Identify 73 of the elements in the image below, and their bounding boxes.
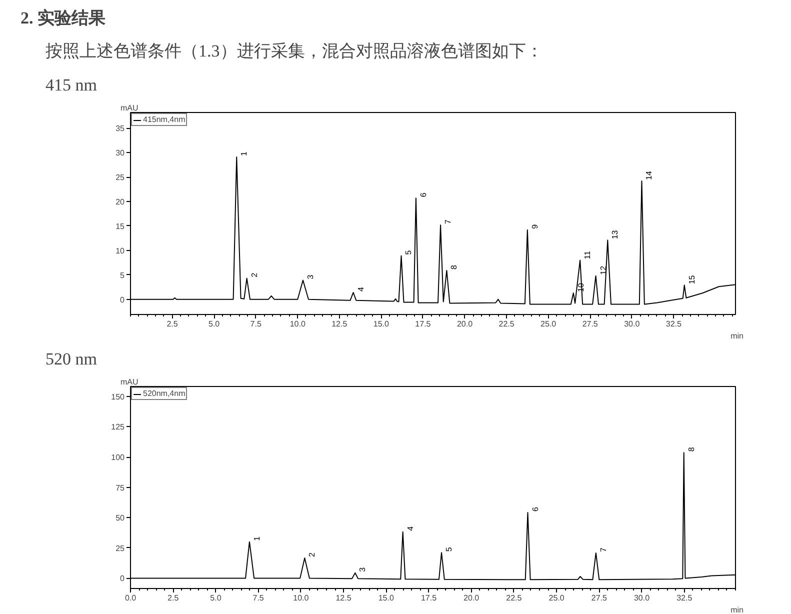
annotation: 5 — [444, 546, 454, 552]
y-tick-label: 25 — [116, 544, 126, 553]
y-tick-label: 0 — [120, 295, 126, 304]
y-tick-label: 100 — [111, 453, 126, 462]
legend-label: 520nm,4nm — [143, 389, 186, 398]
annotation: 7 — [444, 218, 453, 224]
annotation: 5 — [404, 250, 414, 255]
x-tick-label: 7.5 — [252, 594, 264, 602]
x-tick-label: 15.0 — [378, 594, 394, 602]
annotation: 6 — [530, 506, 540, 512]
y-tick-label: 30 — [116, 148, 126, 158]
x-tick-label: 17.5 — [420, 594, 438, 602]
chart-title: 520 nm — [46, 350, 97, 368]
x-tick-label: 22.5 — [498, 320, 515, 328]
y-tick-label: 5 — [120, 270, 126, 280]
x-tick-label: 25.0 — [548, 594, 565, 602]
y-tick-label: 50 — [116, 514, 126, 523]
x-tick-label: 30.0 — [624, 320, 640, 328]
x-tick-label: 12.5 — [336, 594, 352, 602]
annotation: 3 — [358, 566, 368, 572]
x-tick-label: 30.0 — [634, 594, 650, 602]
annotation: 4 — [406, 526, 415, 531]
annotation: 14 — [644, 170, 654, 180]
annotation: 1 — [252, 536, 262, 541]
y-axis-title: mAU — [120, 104, 138, 112]
x-tick-label: 17.5 — [415, 320, 432, 328]
x-tick-label: 25.0 — [540, 320, 557, 328]
x-tick-label: 10.0 — [293, 594, 310, 602]
x-tick-label: 27.5 — [582, 320, 598, 328]
x-tick-label: 10.0 — [290, 320, 306, 328]
annotation: 7 — [598, 546, 608, 552]
text: 按照上述色谱条件（1.3）进行采集，混合对照品溶液色谱图如下： — [46, 42, 543, 60]
legend-label: 415nm,4nm — [143, 115, 186, 124]
annotation: 9 — [530, 224, 540, 229]
y-tick-label: 0 — [120, 574, 126, 584]
x-axis-title: min — [730, 606, 744, 614]
text: 2. 实验结果 — [20, 8, 106, 28]
x-tick-label: 2.5 — [166, 320, 178, 328]
y-tick-label: 150 — [111, 392, 126, 402]
y-tick-label: 15 — [116, 222, 126, 231]
annotation: 4 — [356, 286, 366, 292]
x-tick-label: 15.0 — [373, 320, 390, 328]
x-tick-label: 5.0 — [210, 594, 222, 602]
y-tick-label: 125 — [111, 422, 126, 432]
x-axis-title: min — [730, 332, 744, 340]
chart-title: 415 nm — [46, 76, 97, 94]
x-tick-label: 2.5 — [168, 594, 180, 602]
x-tick-label: 32.5 — [666, 320, 682, 328]
annotation: 8 — [686, 446, 696, 452]
x-tick-label: 7.5 — [250, 320, 262, 328]
annotation: 6 — [418, 192, 428, 198]
x-tick-label: 32.5 — [676, 594, 693, 602]
x-tick-label: 22.5 — [506, 594, 522, 602]
y-tick-label: 10 — [116, 246, 126, 256]
annotation: 1 — [240, 151, 249, 156]
x-tick-label: 0.0 — [124, 594, 137, 602]
annotation: 8 — [450, 264, 459, 270]
x-tick-label: 20.0 — [464, 594, 480, 602]
y-tick-label: 75 — [116, 483, 126, 492]
annotation: 2 — [308, 552, 317, 557]
annotation: 2 — [250, 272, 259, 278]
annotation: 13 — [610, 230, 620, 240]
x-tick-label: 27.5 — [591, 594, 608, 602]
y-axis-title: mAU — [120, 378, 138, 386]
x-tick-label: 12.5 — [332, 320, 348, 328]
y-tick-label: 20 — [116, 198, 126, 207]
annotation: 3 — [306, 274, 315, 280]
annotation: 15 — [687, 274, 696, 284]
y-tick-label: 25 — [116, 173, 126, 182]
annotation: 11 — [583, 250, 592, 260]
x-tick-label: 5.0 — [208, 320, 220, 328]
y-tick-label: 35 — [116, 124, 126, 134]
x-tick-label: 20.0 — [456, 320, 474, 328]
